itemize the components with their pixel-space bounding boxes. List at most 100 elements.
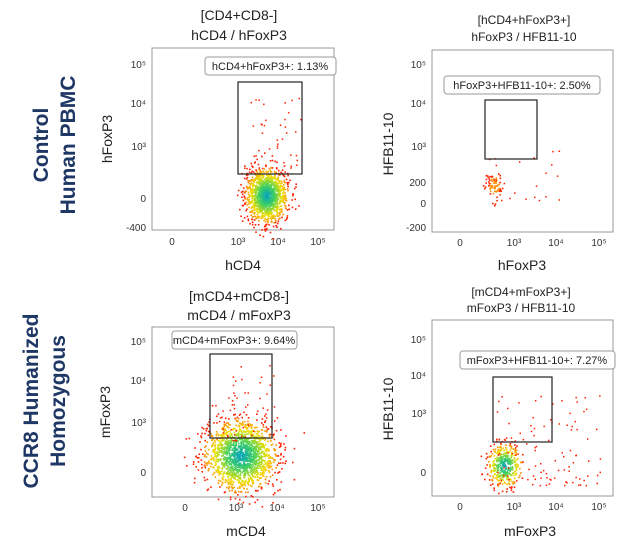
event-dot: [264, 469, 266, 472]
event-dot: [250, 426, 253, 428]
event-dot: [265, 187, 267, 190]
event-dot: [260, 429, 263, 431]
event-dot: [246, 446, 249, 449]
event-dot: [269, 176, 272, 178]
event-dot: [222, 453, 224, 455]
event-dot: [288, 204, 290, 207]
event-dot: [266, 409, 269, 411]
event-dot: [233, 431, 236, 434]
event-dot: [220, 449, 222, 452]
event-dot: [522, 461, 524, 463]
event-dot: [247, 429, 249, 432]
event-dot: [248, 442, 251, 445]
event-dot: [259, 461, 262, 463]
event-dot: [205, 445, 207, 447]
event-dot: [266, 208, 268, 210]
event-dot: [241, 459, 243, 462]
event-dot: [261, 167, 264, 170]
event-dot: [273, 406, 276, 408]
event-dot: [262, 174, 264, 177]
event-dot: [243, 453, 245, 456]
event-dot: [261, 473, 264, 476]
event-dot: [539, 484, 542, 487]
event-dot: [278, 180, 281, 182]
event-dot: [495, 182, 497, 184]
event-dot: [237, 494, 239, 496]
event-dot: [262, 471, 265, 473]
event-dot: [501, 460, 503, 462]
event-dot: [250, 195, 252, 198]
event-dot: [228, 418, 230, 420]
event-dot: [535, 445, 538, 448]
event-dots: [480, 395, 602, 495]
event-dot: [277, 178, 279, 180]
event-dot: [192, 463, 195, 465]
event-dot: [265, 463, 267, 465]
event-dot: [277, 489, 279, 492]
event-dot: [258, 444, 260, 446]
event-dot: [274, 198, 277, 201]
event-dot: [240, 215, 242, 218]
event-dot: [215, 438, 218, 441]
event-dot: [233, 427, 236, 430]
event-dot: [214, 439, 216, 442]
event-dot: [263, 225, 266, 228]
event-dot: [497, 188, 500, 190]
event-dot: [254, 440, 257, 443]
event-dot: [509, 468, 511, 471]
gate-label: hCD4+hFoxP3+: 1.13%: [212, 61, 328, 73]
event-dot: [504, 439, 507, 441]
event-dot: [257, 463, 259, 465]
event-dot: [507, 476, 509, 479]
event-dot: [262, 465, 265, 468]
event-dot: [216, 455, 219, 457]
event-dot: [265, 185, 267, 188]
event-dot: [259, 200, 262, 202]
event-dot: [261, 132, 264, 134]
event-dot: [222, 476, 225, 478]
event-dot: [261, 215, 264, 218]
event-dot: [273, 203, 276, 205]
event-dot: [513, 460, 516, 462]
event-dot: [267, 428, 270, 430]
event-dot: [248, 198, 250, 201]
event-dot: [497, 460, 500, 462]
event-dot: [279, 190, 282, 192]
event-dot: [230, 466, 232, 469]
event-dot: [255, 170, 258, 172]
event-dot: [244, 446, 247, 448]
event-dot: [261, 422, 263, 424]
event-dot: [254, 162, 256, 164]
event-dot: [222, 465, 225, 467]
event-dot: [281, 169, 284, 171]
event-dot: [248, 186, 250, 189]
event-dot: [510, 446, 513, 448]
event-dot: [502, 456, 504, 458]
event-dot: [257, 446, 260, 449]
event-dot: [530, 425, 532, 427]
event-dot: [278, 206, 280, 208]
event-dot: [502, 464, 504, 467]
event-dot: [208, 460, 210, 463]
event-dot: [249, 222, 251, 225]
event-dot: [228, 480, 231, 482]
event-dot: [243, 469, 246, 471]
event-dot: [241, 423, 243, 426]
event-dot: [266, 223, 268, 226]
event-dot: [208, 421, 210, 423]
event-dot: [244, 474, 246, 476]
event-dot: [496, 475, 499, 478]
event-dot: [516, 463, 518, 466]
event-dot: [504, 464, 507, 467]
event-dot: [250, 439, 253, 442]
event-dot: [240, 447, 242, 450]
event-dot: [512, 483, 514, 485]
event-dot: [222, 444, 224, 446]
event-dot: [492, 477, 495, 479]
event-dot: [241, 471, 243, 474]
event-dot: [497, 448, 500, 451]
event-dot: [261, 210, 263, 212]
event-dot: [235, 418, 237, 420]
event-dot: [244, 465, 247, 467]
event-dot: [270, 192, 272, 195]
